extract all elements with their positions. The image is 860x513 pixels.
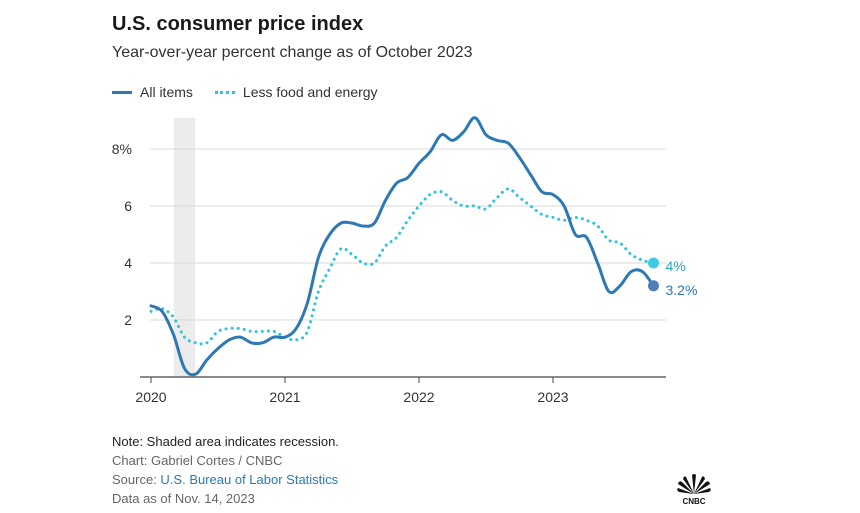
series-line-all-items [149,116,655,377]
source-link[interactable]: U.S. Bureau of Labor Statistics [160,472,339,487]
chart-title: U.S. consumer price index [112,13,364,35]
x-tick-label-2023: 2023 [537,389,568,405]
y-tick-label-8: 8% [112,141,132,157]
data-date: Data as of Nov. 14, 2023 [112,491,255,506]
chart-notes: Note: Shaded area indicates recession. C… [112,432,339,508]
cnbc-peacock-logo: CNBC [677,474,711,506]
end-label-all-items: 3.2% [666,282,698,298]
legend-label-all-items: All items [140,84,193,100]
x-tick-label-2021: 2021 [269,389,300,405]
legend-label-core: Less food and energy [242,84,378,100]
legend-item-core: Less food and energy [214,84,378,100]
end-marker-all-items [648,280,659,292]
legend-swatch-dotted [214,90,235,94]
chart-credit: Chart: Gabriel Cortes / CNBC [112,453,283,468]
legend: All items Less food and energy [112,84,400,100]
source-prefix: Source: [112,472,161,487]
y-tick-label-4: 4 [124,255,132,271]
legend-swatch-solid [112,90,132,94]
x-tick-label-2022: 2022 [403,389,434,405]
end-marker-core [648,257,659,269]
legend-item-all-items: All items [112,84,193,100]
chart-subtitle: Year-over-year percent change as of Octo… [112,44,473,61]
logo-text: CNBC [682,497,705,506]
y-tick-label-2: 2 [124,312,132,328]
recession-note: Note: Shaded area indicates recession. [112,434,339,449]
y-tick-label-6: 6 [124,198,132,214]
x-tick-label-2020: 2020 [135,389,166,405]
source-line: Source: U.S. Bureau of Labor Statistics [112,470,339,489]
series-line-core [149,187,655,346]
cpi-chart: 2 4 6 8% 2020 2021 2022 2023 3.2% 4% [112,116,698,405]
recession-band [173,118,196,377]
end-label-core: 4% [666,258,686,274]
